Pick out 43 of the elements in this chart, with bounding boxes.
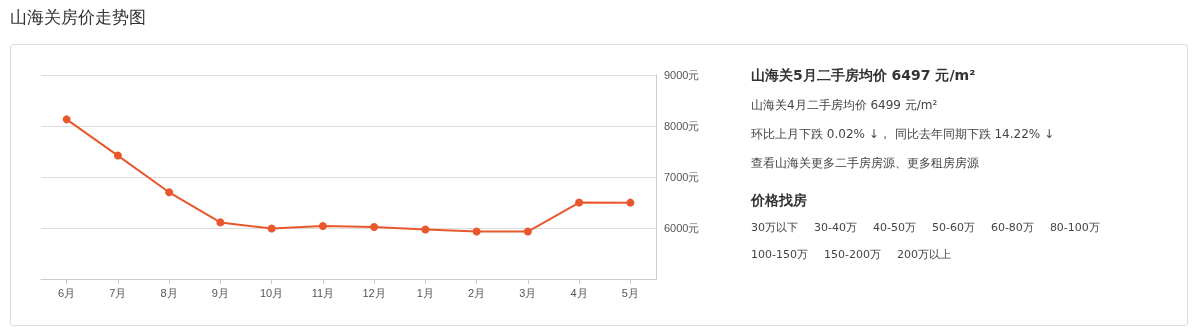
point [575, 198, 584, 207]
y-tick-label: 6000元 [664, 222, 700, 234]
point [267, 224, 276, 233]
text: 30万以下 [751, 220, 798, 235]
point [523, 227, 532, 236]
point [165, 188, 174, 197]
x-tick-label: 3月 [519, 286, 537, 299]
text: 200万以上 [896, 247, 951, 262]
x-tick-label: 8月 [160, 286, 178, 299]
x-tick-label: 11月 [311, 286, 335, 299]
chart-title: 山海关房价走势图 [10, 6, 146, 29]
point [216, 218, 225, 227]
text: 价格找房 [751, 192, 808, 210]
x-tick-label: 4月 [570, 286, 588, 299]
x-tick-label: 7月 [109, 286, 127, 299]
text: 100-150万 [751, 247, 808, 262]
x-tick-label: 1月 [416, 286, 434, 299]
point [62, 115, 71, 124]
text: 环比上月下跌 0.02% ↓， 同比去年同期下跌 14.22% ↓ [751, 126, 1056, 143]
text: 150-200万 [823, 247, 881, 262]
point [318, 221, 327, 230]
text: 30-40万 [814, 220, 857, 235]
text: 50-60万 [931, 220, 975, 235]
point [113, 151, 122, 160]
x-tick-label: 10月 [260, 286, 284, 299]
point [472, 227, 481, 236]
x-tick-label: 5月 [621, 286, 639, 299]
point [626, 198, 635, 207]
point [421, 225, 430, 234]
text: 40-50万 [872, 220, 916, 235]
x-tick-label: 9月 [211, 286, 229, 299]
y-tick-label: 9000元 [664, 69, 700, 81]
text: 80-100万 [1049, 220, 1100, 235]
y-tick-label: 8000元 [664, 120, 700, 132]
text: 山海关5月二手房均价 6497 元/m² [751, 67, 977, 85]
x-tick-label: 2月 [468, 286, 486, 299]
text: 60-80万 [990, 220, 1034, 235]
x-tick-label: 12月 [362, 286, 386, 299]
point [370, 222, 379, 231]
text: 查看山海关更多二手房房源、更多租房房源 [751, 155, 980, 172]
text: 山海关4月二手房均价 6499 元/m² [751, 97, 939, 114]
y-tick-label: 7000元 [664, 171, 700, 183]
x-tick-label: 6月 [58, 286, 76, 299]
